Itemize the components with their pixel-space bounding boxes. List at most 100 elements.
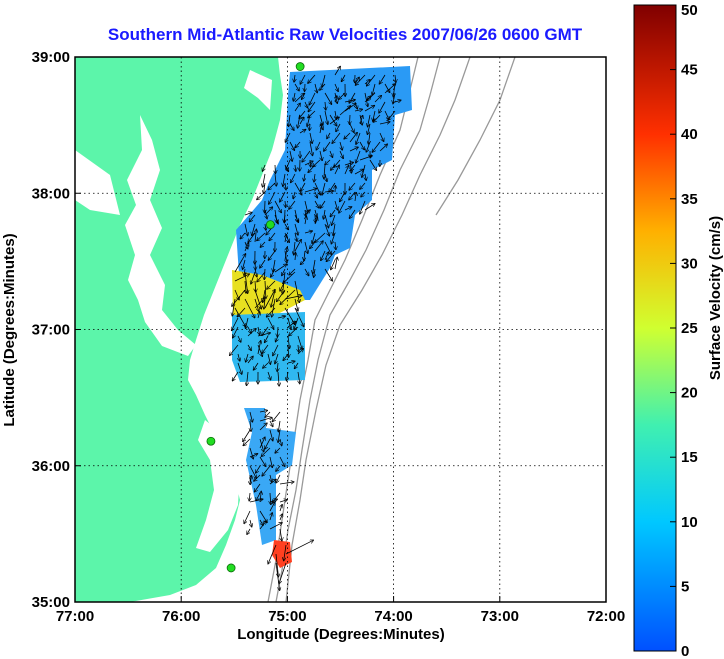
- velocity-arrow: [284, 544, 287, 560]
- velocity-arrow: [332, 132, 341, 143]
- velocity-arrow: [257, 333, 270, 337]
- velocity-arrow: [304, 161, 313, 166]
- velocity-arrow: [294, 74, 295, 82]
- velocity-arrow: [349, 209, 356, 218]
- velocity-arrow: [324, 214, 329, 227]
- velocity-arrow: [288, 344, 289, 357]
- velocity-arrow: [325, 159, 331, 165]
- velocity-arrow: [379, 101, 386, 113]
- velocity-arrow: [284, 296, 302, 300]
- velocity-arrow: [294, 94, 304, 103]
- velocity-arrow: [264, 182, 265, 193]
- velocity-arrow: [249, 447, 253, 459]
- velocity-arrow: [277, 326, 278, 337]
- velocity-arrow: [379, 74, 386, 84]
- velocity-arrow: [247, 528, 250, 534]
- radar-station-marker: [226, 563, 236, 573]
- velocity-arrow: [372, 141, 381, 152]
- velocity-arrow: [270, 492, 271, 504]
- velocity-arrow: [284, 223, 288, 230]
- velocity-arrow: [259, 519, 263, 525]
- velocity-arrow: [269, 502, 275, 512]
- velocity-arrow: [283, 173, 286, 186]
- velocity-arrow: [293, 191, 295, 198]
- x-axis-ticks: 77:00 76:00 75:00 74:00 73:00 72:00: [56, 596, 625, 625]
- velocity-arrow: [244, 510, 251, 523]
- x-tick-label: 73:00: [481, 608, 519, 625]
- y-tick-label: 37:00: [32, 322, 70, 339]
- velocity-arrow: [233, 326, 239, 338]
- velocity-arrow: [279, 562, 287, 583]
- velocity-arrow: [279, 500, 287, 502]
- velocity-arrow: [305, 101, 308, 108]
- velocity-arrow: [265, 438, 271, 449]
- velocity-arrow: [259, 418, 272, 422]
- velocity-arrow: [349, 147, 358, 152]
- colorbar-tick-label: 5: [681, 578, 689, 595]
- velocity-arrow: [254, 298, 259, 311]
- velocity-arrow: [257, 271, 266, 282]
- velocity-arrow: [394, 100, 401, 102]
- velocity-arrow: [246, 317, 249, 328]
- velocity-arrow: [255, 268, 257, 277]
- velocity-arrow: [320, 124, 322, 134]
- velocity-arrow: [260, 241, 266, 247]
- velocity-arrow: [275, 447, 281, 453]
- velocity-arrow: [349, 123, 354, 132]
- velocity-arrow: [367, 123, 371, 134]
- velocity-arrow: [247, 371, 248, 385]
- velocity-arrow: [252, 223, 256, 235]
- velocity-arrow: [280, 280, 286, 291]
- velocity-arrow: [323, 209, 325, 219]
- velocity-arrow: [269, 191, 276, 204]
- velocity-arrow: [274, 214, 278, 224]
- velocity-arrow: [313, 259, 316, 273]
- velocity-arrow: [340, 141, 342, 150]
- velocity-arrow: [320, 150, 322, 160]
- velocity-arrow: [297, 349, 303, 355]
- velocity-arrow: [240, 232, 246, 239]
- velocity-arrow: [232, 317, 239, 330]
- velocity-arrow: [278, 371, 279, 386]
- velocity-arrow: [379, 122, 390, 124]
- x-tick-label: 75:00: [268, 608, 306, 625]
- velocity-arrow: [264, 268, 265, 279]
- velocity-arrow: [275, 173, 276, 186]
- velocity-arrow: [259, 437, 265, 449]
- velocity-arrow: [326, 250, 336, 261]
- velocity-arrow: [364, 106, 374, 112]
- velocity-arrow: [364, 96, 371, 103]
- velocity-arrow: [315, 191, 317, 198]
- velocity-arrow: [379, 144, 387, 152]
- velocity-arrow: [277, 362, 278, 371]
- velocity-arrow: [295, 141, 301, 147]
- velocity-arrow: [339, 200, 346, 213]
- velocity-arrow: [271, 268, 276, 277]
- velocity-arrow: [280, 505, 282, 512]
- velocity-arrow: [334, 66, 340, 76]
- velocity-arrow: [356, 132, 361, 144]
- velocity-arrow: [259, 521, 266, 530]
- velocity-arrow: [272, 298, 276, 317]
- velocity-arrow: [259, 438, 264, 452]
- radar-station-marker: [266, 220, 275, 229]
- velocity-arrow: [254, 298, 265, 309]
- colorbar-tick-label: 15: [681, 449, 698, 466]
- velocity-arrow: [280, 528, 282, 541]
- velocity-arrow: [360, 200, 366, 214]
- chart-title: Southern Mid-Atlantic Raw Velocities 200…: [108, 25, 583, 44]
- y-tick-label: 38:00: [32, 185, 70, 202]
- velocity-arrow: [298, 114, 301, 128]
- velocity-arrow: [232, 298, 236, 316]
- velocity-arrow: [244, 223, 248, 235]
- velocity-arrow: [275, 562, 280, 590]
- velocity-arrow: [294, 103, 300, 112]
- y-axis-ticks: 35:00 36:00 37:00 38:00 39:00: [32, 49, 81, 611]
- velocity-arrow: [331, 259, 336, 269]
- velocity-arrow: [277, 316, 285, 318]
- velocity-arrow: [275, 553, 278, 577]
- velocity-arrow: [307, 114, 311, 126]
- colorbar: [633, 4, 677, 652]
- velocity-arrow: [334, 83, 338, 91]
- velocity-arrow: [294, 83, 299, 91]
